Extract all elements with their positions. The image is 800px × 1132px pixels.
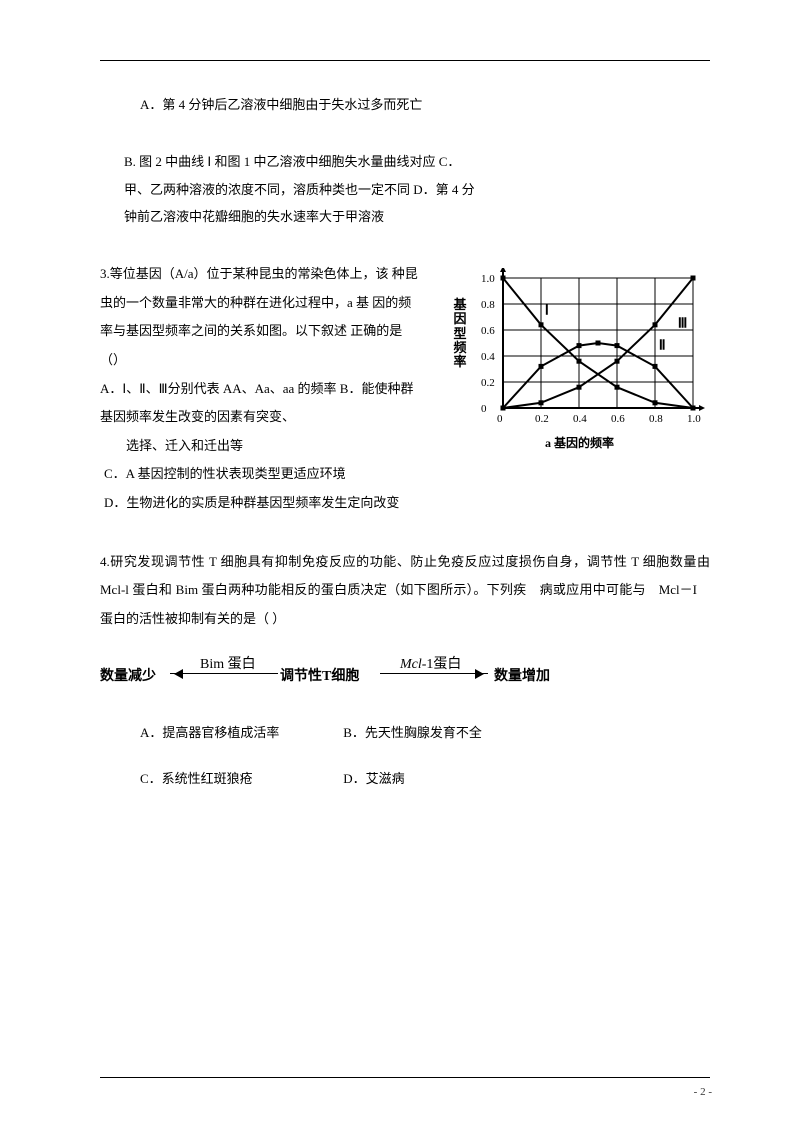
q4-option-c: C．系统性红斑狼疮 — [140, 765, 340, 792]
q3-chart: 基因型频率 00 0.2 0.2 0.4 0.4 0.6 0.6 0.8 0.8 1.0 1.0 Ⅰ Ⅱ… — [455, 268, 710, 428]
svg-text:0.4: 0.4 — [573, 413, 587, 425]
q4-option-d: D．艾滋病 — [343, 765, 404, 792]
chart-x-label: a 基因的频率 — [545, 434, 614, 451]
svg-text:0.8: 0.8 — [481, 299, 495, 311]
arrow-right — [380, 673, 488, 674]
chart-svg: 00 0.2 0.2 0.4 0.4 0.6 0.6 0.8 0.8 1.0 1.0 Ⅰ ⅡⅢ — [475, 268, 710, 433]
diagram-mid: 调节性T细胞 — [280, 665, 359, 685]
q4-diagram: 数量减少 Bim 蛋白 调节性T细胞 Mcl-1蛋白 数量增加 — [100, 657, 710, 689]
q3-option-a: A．Ⅰ、Ⅱ、Ⅲ分别代表 AA、Aa、aa 的频率 B．能使种群基因频率发生改变的… — [100, 375, 420, 432]
q3-option-a2: 选择、迁入和迁出等 — [126, 432, 710, 461]
q2-option-a: A．第 4 分钟后乙溶液中细胞由于失水过多而死亡 — [140, 91, 710, 118]
q3-option-d: D．生物进化的实质是种群基因型频率发生定向改变 — [104, 489, 464, 518]
diagram-top-left: Bim 蛋白 — [200, 653, 256, 673]
svg-text:Ⅱ: Ⅱ — [659, 339, 666, 354]
q2-options-rest: B. 图 2 中曲线 Ⅰ 和图 1 中乙溶液中细胞失水量曲线对应 C．甲、乙两种… — [124, 148, 484, 230]
chart-y-label: 基因型频率 — [453, 298, 467, 369]
q4-option-b: B．先天性胸腺发育不全 — [343, 719, 482, 746]
svg-text:1.0: 1.0 — [481, 273, 495, 285]
question-3: 3.等位基因（A/a）位于某种昆虫的常染色体上，该 种昆虫的一个数量非常大的种群… — [100, 260, 710, 517]
svg-text:0.4: 0.4 — [481, 351, 495, 363]
svg-text:0.6: 0.6 — [481, 325, 495, 337]
page-number: - 2 - — [694, 1086, 712, 1098]
svg-text:Ⅲ: Ⅲ — [678, 317, 688, 332]
q3-option-c: C．A 基因控制的性状表现类型更适应环境 — [104, 460, 710, 489]
diagram-left: 数量减少 — [100, 665, 156, 685]
q3-stem: 3.等位基因（A/a）位于某种昆虫的常染色体上，该 种昆虫的一个数量非常大的种群… — [100, 260, 420, 374]
svg-text:0: 0 — [481, 403, 487, 415]
svg-text:0.2: 0.2 — [481, 377, 495, 389]
svg-text:0.6: 0.6 — [611, 413, 625, 425]
q4-stem: 4.研究发现调节性 T 细胞具有抑制免疫反应的功能、防止免疫反应过度损伤自身，调… — [100, 548, 710, 634]
q4-options: A．提高器官移植成活率 B．先天性胸腺发育不全 C．系统性红斑狼疮 D．艾滋病 — [140, 719, 710, 792]
diagram-right: 数量增加 — [494, 665, 550, 685]
top-rule — [100, 60, 710, 61]
svg-text:0.2: 0.2 — [535, 413, 549, 425]
diagram-top-right: Mcl-1蛋白 — [400, 653, 461, 673]
svg-text:1.0: 1.0 — [687, 413, 701, 425]
q4-option-a: A．提高器官移植成活率 — [140, 719, 340, 746]
svg-text:Ⅰ: Ⅰ — [545, 304, 549, 319]
svg-text:0: 0 — [497, 413, 503, 425]
svg-text:0.8: 0.8 — [649, 413, 663, 425]
footer-rule — [100, 1077, 710, 1078]
arrow-left — [170, 673, 278, 674]
